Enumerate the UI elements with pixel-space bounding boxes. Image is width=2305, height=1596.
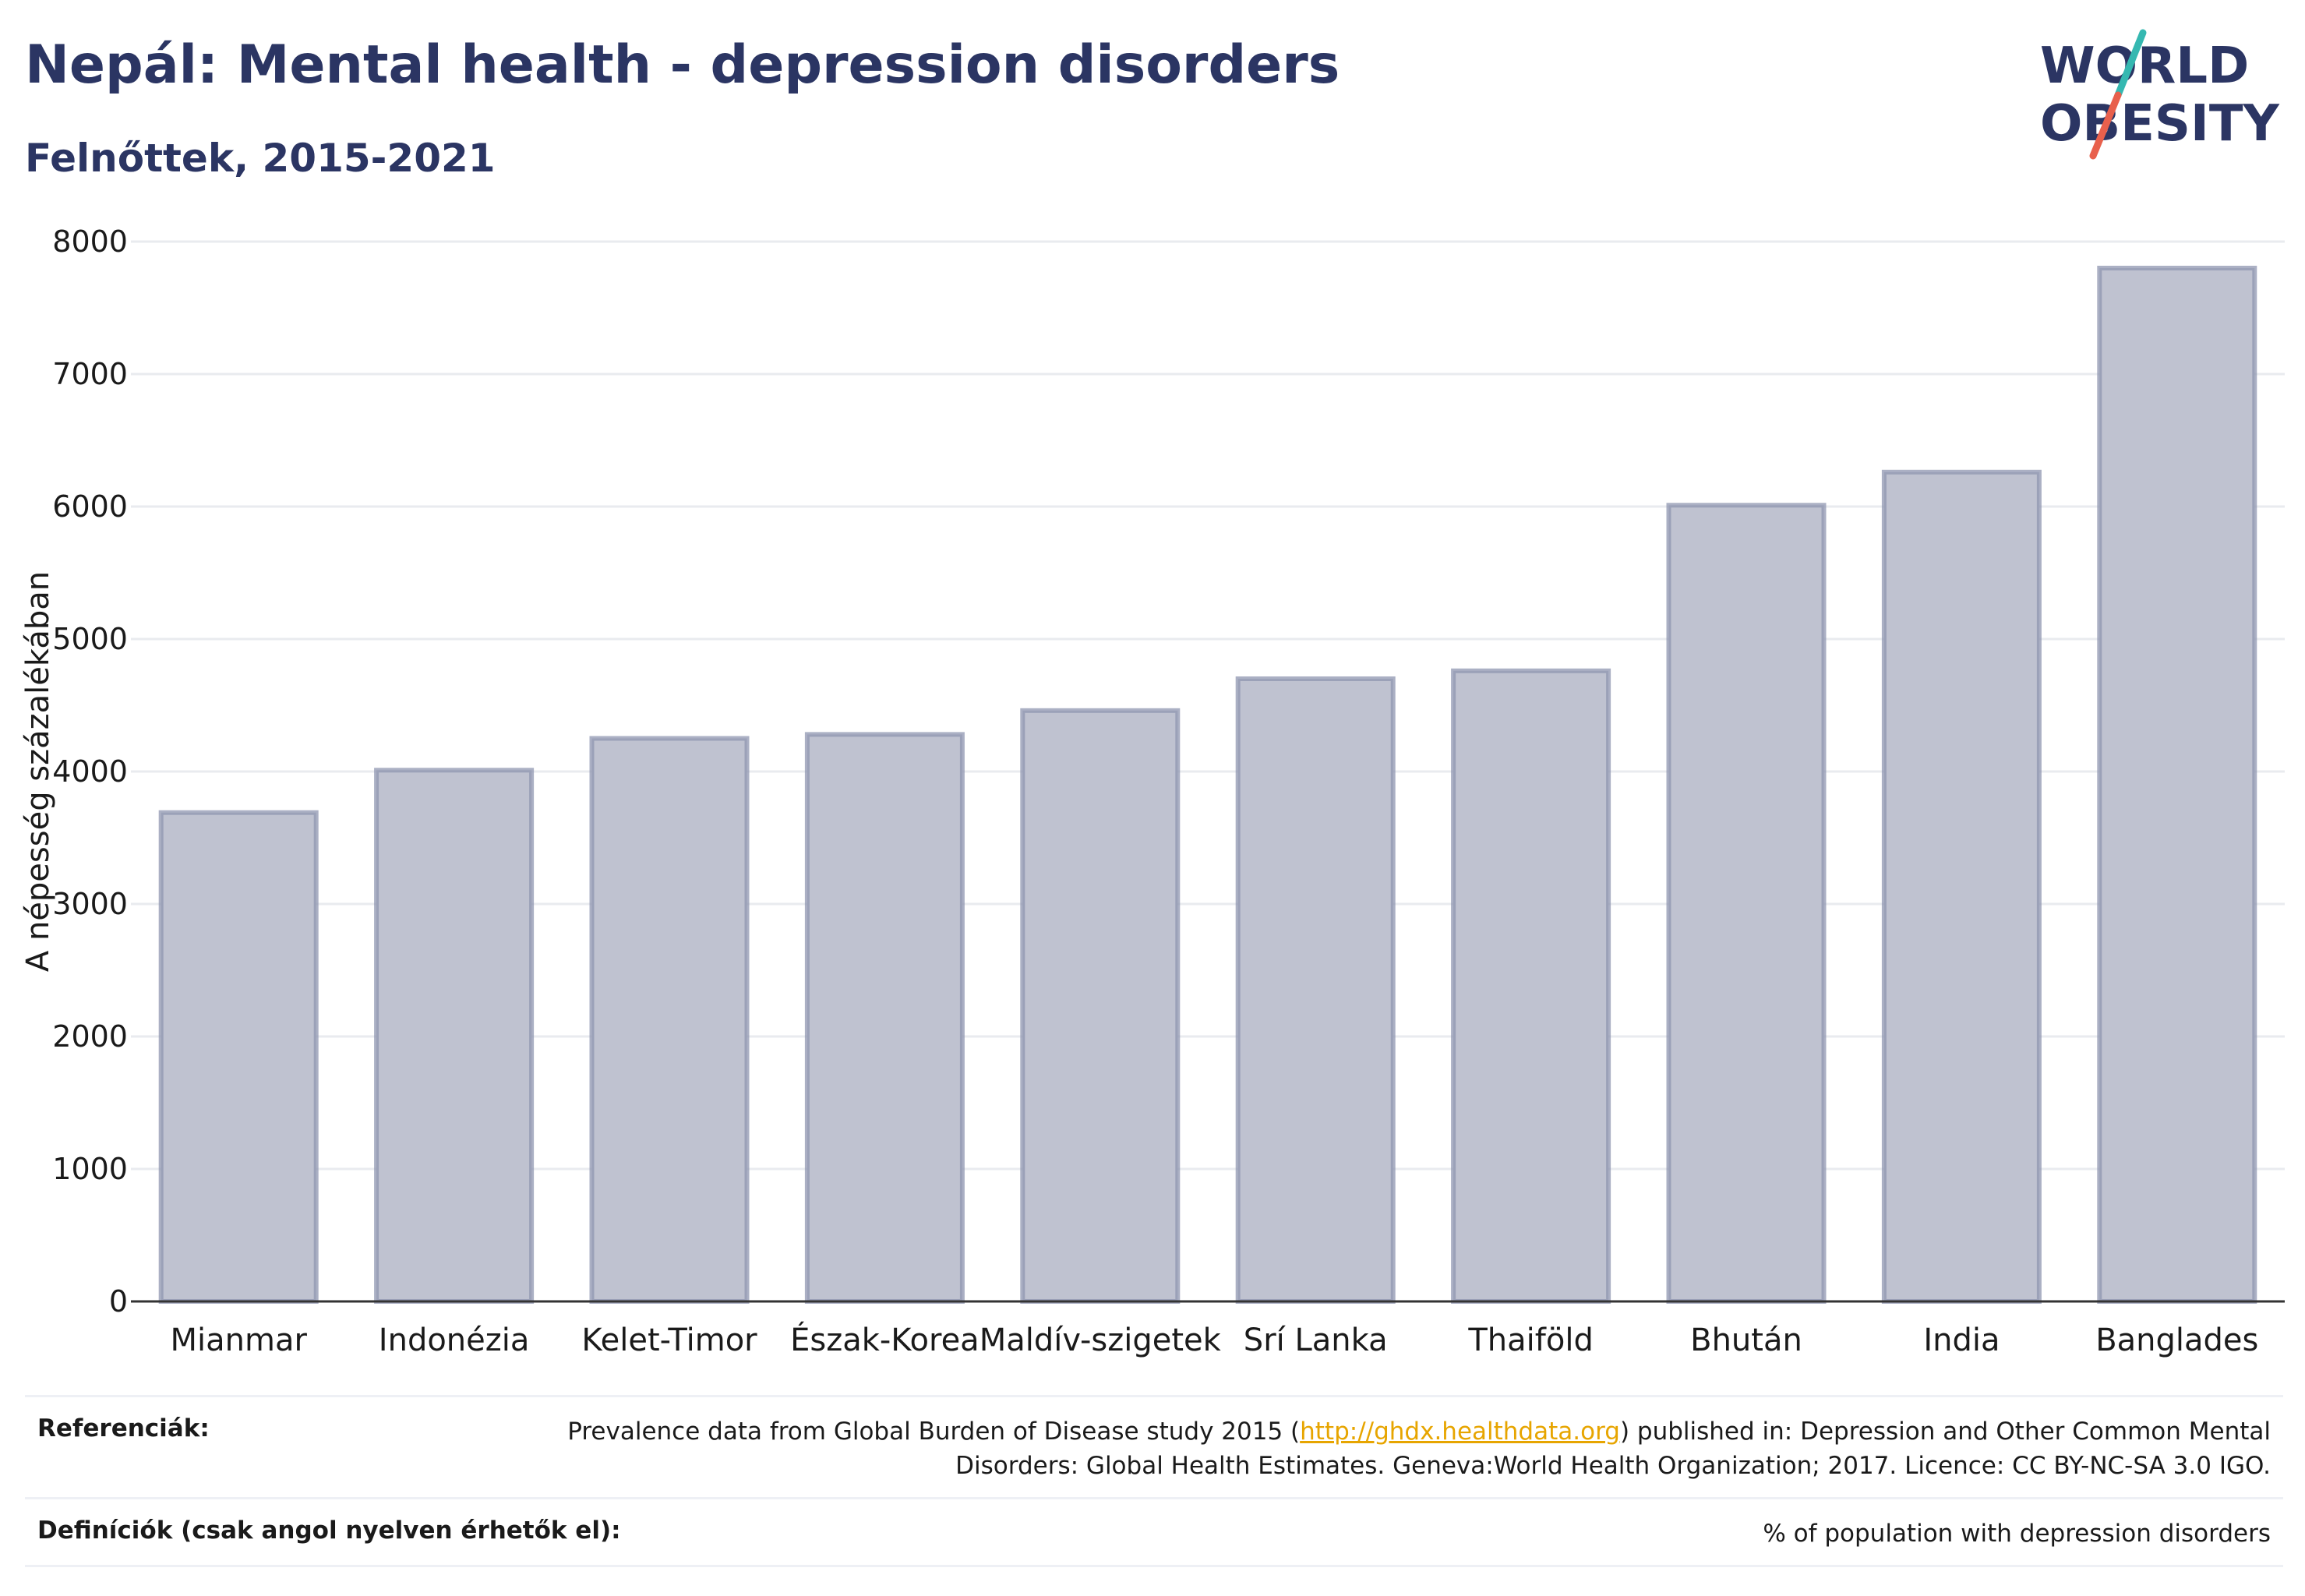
y-tick-label: 6000	[52, 489, 128, 524]
bar	[1235, 676, 1396, 1304]
logo-slash-red	[2089, 91, 2122, 160]
x-tick-label: Mianmar	[170, 1322, 307, 1358]
bar	[1666, 503, 1827, 1304]
x-tick-label: Észak-Korea	[790, 1321, 980, 1358]
y-tick-label: 7000	[52, 357, 128, 391]
bar-chart: 0 1000 2000 3000 4000 5000 6000 7000 8000 Mianma…	[20, 224, 2285, 1358]
bars	[158, 266, 2257, 1304]
x-tick-label: Srí Lanka	[1244, 1322, 1388, 1358]
references-text: Prevalence data from Global Burden of Di…	[556, 1414, 2271, 1483]
x-tick-label: Indonézia	[379, 1322, 530, 1358]
x-tick-label: India	[1923, 1322, 2000, 1358]
y-tick-label: 5000	[52, 622, 128, 656]
chart-subtitle: Felnőttek, 2015-2021	[25, 136, 496, 181]
references-link[interactable]: http://ghdx.healthdata.org	[1300, 1418, 1620, 1446]
x-tick-label: Bhután	[1690, 1322, 1802, 1358]
references-text-after: ) published in: Depression and Other Com…	[955, 1418, 2271, 1480]
y-tick-label: 8000	[52, 224, 128, 259]
y-tick-label: 2000	[52, 1019, 128, 1054]
x-tick-label: Kelet-Timor	[581, 1322, 757, 1358]
y-axis-label: A népesség százalékában	[20, 571, 56, 972]
logo-text-obesity: OBESITY	[2040, 95, 2279, 153]
logo-slash-teal	[2114, 29, 2147, 99]
definitions-label: Definíciók (csak angol nyelven érhetők e…	[37, 1517, 621, 1545]
definitions-row: Definíciók (csak angol nyelven érhetők e…	[25, 1497, 2283, 1567]
y-tick-label: 3000	[52, 887, 128, 921]
chart-title: Nepál: Mental health - depression disord…	[25, 34, 1340, 96]
definitions-text: % of population with depression disorder…	[1763, 1520, 2271, 1548]
bar	[2097, 266, 2257, 1304]
bar	[158, 810, 319, 1304]
references-label: Referenciák:	[37, 1414, 210, 1442]
bar	[374, 768, 535, 1304]
bar	[1451, 668, 1611, 1304]
bar	[589, 736, 750, 1304]
x-axis-ticks: Mianmar Indonézia Kelet-Timor Észak-Korea Ma…	[170, 1321, 2258, 1358]
x-tick-label: Banglades	[2095, 1322, 2258, 1358]
world-obesity-logo: WORLD OBESITY	[2040, 29, 2279, 160]
x-tick-label: Maldív-szigetek	[980, 1322, 1222, 1358]
logo-text-world: WORLD	[2040, 37, 2249, 95]
bar	[804, 732, 965, 1304]
y-tick-label: 1000	[52, 1152, 128, 1186]
bar	[1020, 708, 1181, 1304]
references-text-before: Prevalence data from Global Burden of Di…	[567, 1418, 1301, 1446]
y-axis-ticks: 0 1000 2000 3000 4000 5000 6000 7000 8000	[52, 224, 128, 1319]
bar	[1881, 469, 2042, 1304]
y-tick-label: 4000	[52, 754, 128, 789]
references-panel: Referenciák: Prevalence data from Global…	[25, 1395, 2283, 1567]
y-tick-label: 0	[109, 1284, 128, 1319]
references-row: Referenciák: Prevalence data from Global…	[25, 1395, 2283, 1497]
x-tick-label: Thaiföld	[1467, 1322, 1593, 1358]
